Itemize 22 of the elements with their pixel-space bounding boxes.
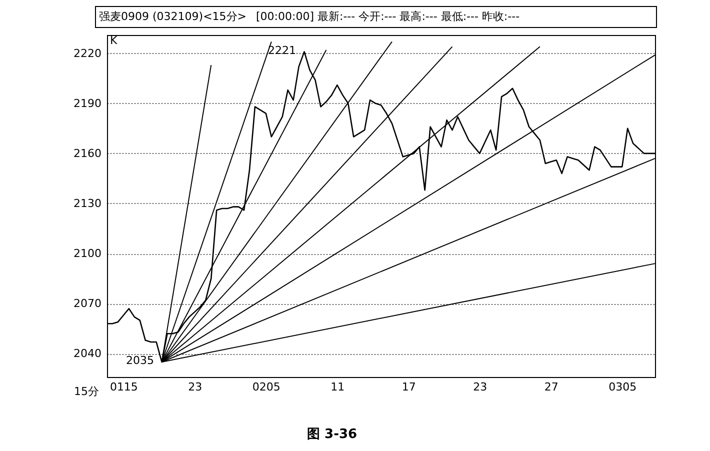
x-tick-label: 0115 xyxy=(110,380,138,394)
y-tick-label: 2190 xyxy=(74,96,102,110)
x-tick-label: 27 xyxy=(544,380,558,394)
caption: 图 3-36 xyxy=(307,426,358,443)
y-tick-label: 2070 xyxy=(74,297,102,310)
text: 15分 xyxy=(74,384,99,399)
y-tick-label: 2220 xyxy=(74,46,102,60)
annotation: K xyxy=(110,34,118,47)
y-tick-label: 2130 xyxy=(74,197,102,210)
x-tick-label: 0205 xyxy=(252,380,280,394)
x-tick-label: 11 xyxy=(330,380,345,394)
x-tick-label: 17 xyxy=(402,380,416,394)
x-tick-label: 0305 xyxy=(608,380,637,394)
chart-subtitle: [00:00:00] 最新:--- 今开:--- 最高:--- 最低:--- 昨收:--- xyxy=(256,9,520,25)
y-tick-label: 2040 xyxy=(74,347,102,360)
y-tick-label: 2100 xyxy=(74,247,102,260)
annotation: 2221 xyxy=(268,44,296,57)
chart-title: 强麦0909 (032109)<15分> xyxy=(99,9,246,25)
annotation: 2035 xyxy=(126,354,154,367)
x-tick-label: 23 xyxy=(473,380,488,394)
y-tick-label: 2160 xyxy=(74,146,102,160)
x-tick-label: 23 xyxy=(188,380,202,394)
